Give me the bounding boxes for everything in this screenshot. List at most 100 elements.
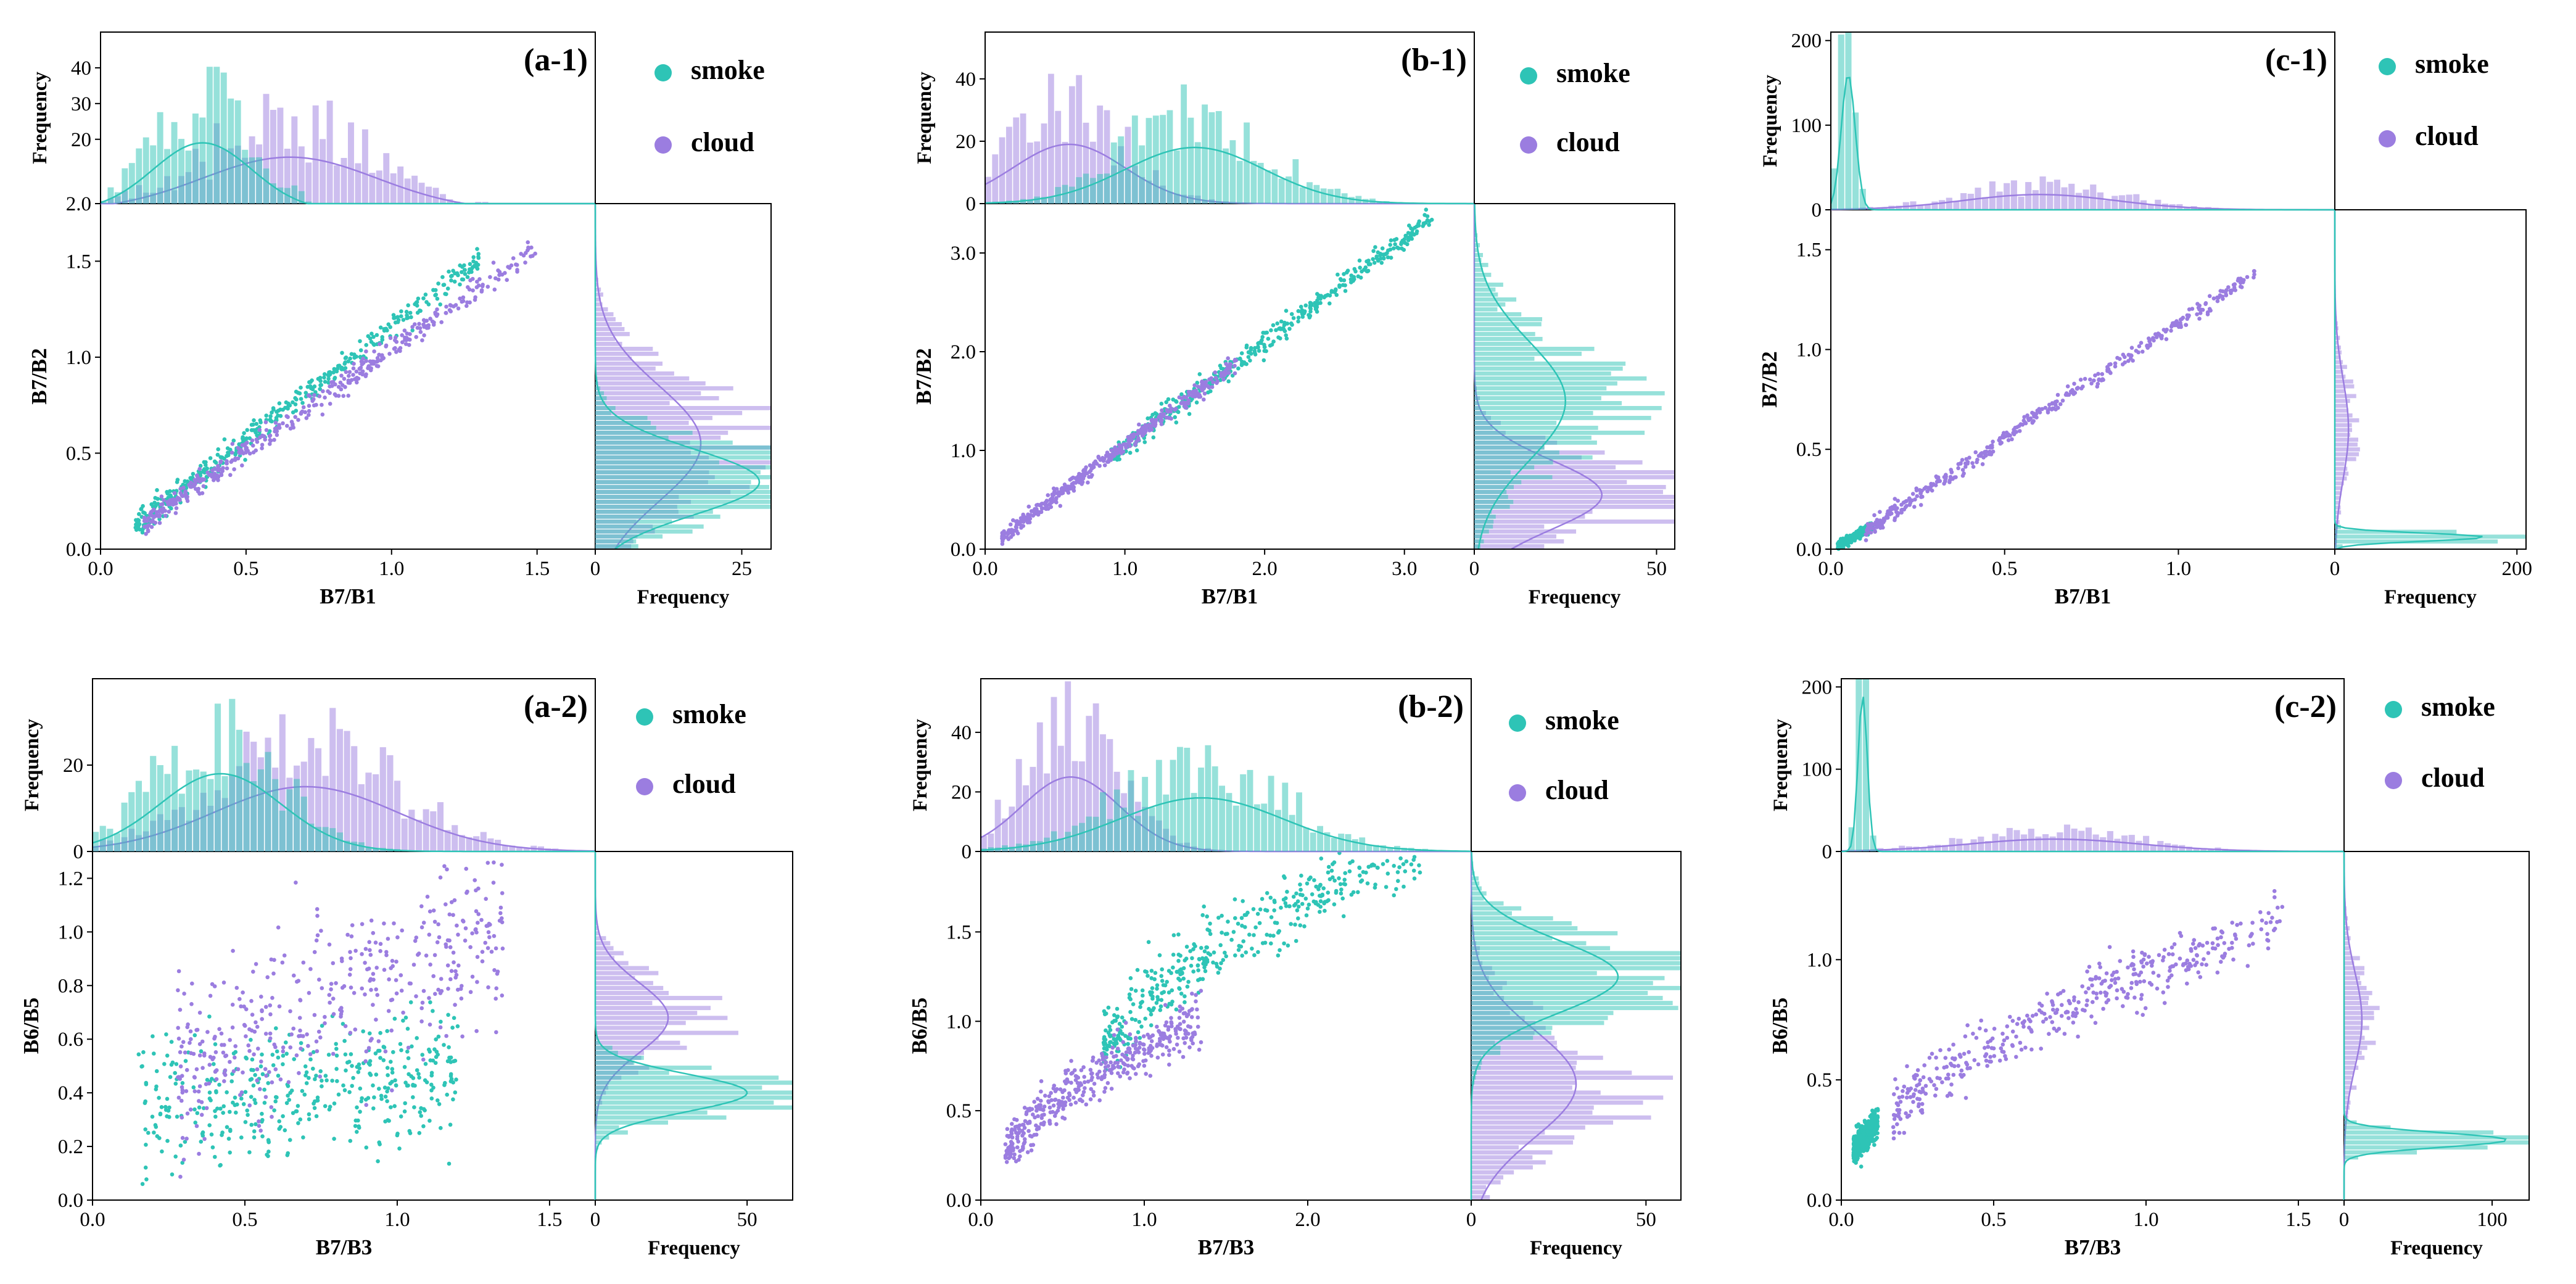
smoke-point [450,1025,455,1030]
cloud-point [1000,531,1005,536]
cloud-top-bar [320,139,326,204]
smoke-point [423,1062,428,1066]
cloud-point [1041,1108,1046,1112]
smoke-top-bar [1187,117,1194,204]
cloud-point [432,919,437,924]
smoke-point [153,495,157,500]
smoke-point [1275,321,1279,326]
cloud-top-bar [2047,181,2054,210]
cloud-point [1990,445,1994,450]
smoke-point [1131,1002,1136,1006]
cloud-point [1183,404,1187,408]
cloud-top-bar [390,173,397,204]
cloud-point [1141,1034,1146,1038]
smoke-point [1226,379,1231,384]
cloud-point [1026,1129,1031,1133]
scatter-points [133,240,537,536]
cloud-point [192,1089,197,1093]
cloud-right-bar [595,1001,653,1006]
cloud-right-bar [2335,404,2348,408]
smoke-point [270,419,274,424]
smoke-point [1149,992,1153,997]
cloud-point [1052,1083,1057,1088]
cloud-legend-marker [1520,136,1537,154]
cloud-point [371,977,376,982]
smoke-point [1160,967,1164,972]
smoke-point [311,1066,315,1071]
smoke-point [175,478,180,482]
smoke-point [1112,1013,1117,1017]
cloud-point [202,1051,207,1056]
cloud-point [386,937,390,941]
smoke-right-bar [1474,465,1535,470]
smoke-top-bar [1271,169,1278,204]
smoke-point [1177,986,1181,990]
smoke-top-bar [249,157,255,204]
cloud-right-bar [595,357,632,361]
cloud-point [384,344,388,349]
cloud-point [1163,1023,1168,1028]
smoke-point [157,1136,162,1140]
cloud-point [435,940,440,945]
cloud-point [188,1108,193,1112]
smoke-legend-label: smoke [2415,49,2489,79]
cloud-point [371,930,376,935]
cloud-top-bar [351,746,358,851]
top-y-tick-label: 20 [63,755,83,777]
smoke-point [284,1051,289,1056]
cloud-point [447,938,452,943]
smoke-point [1329,289,1334,293]
smoke-point [437,1102,442,1106]
cloud-point [1051,486,1056,491]
cloud-point [422,333,426,338]
smoke-point [1298,882,1302,887]
cloud-point [1128,435,1133,440]
cloud-point [312,393,316,397]
cloud-point [492,860,496,865]
cloud-point [354,369,359,374]
smoke-point [254,421,259,426]
smoke-top-bar [1292,159,1299,204]
cloud-point [436,922,440,927]
main-plot-frame [1830,209,2335,550]
smoke-point [1339,891,1344,896]
cloud-point [1956,466,1960,471]
smoke-point [1264,349,1268,354]
x-tick-label: 1.0 [384,1209,410,1231]
cloud-point [530,254,535,259]
smoke-point [397,1146,402,1151]
cloud-point [370,359,375,364]
cloud-point [237,996,242,1001]
cloud-point [331,996,336,1001]
cloud-point [444,310,448,315]
smoke-point [249,1077,254,1082]
smoke-point [1216,916,1221,920]
cloud-point [281,1045,286,1050]
cloud-point [1155,1042,1160,1046]
cloud-point [314,402,318,407]
cloud-point [470,974,475,979]
smoke-point [1319,894,1323,898]
cloud-point [260,1008,264,1013]
cloud-top-bar [2140,200,2147,210]
smoke-right-bar [1474,396,1601,400]
cloud-point [1097,1058,1101,1062]
smoke-point [303,1073,308,1078]
cloud-point [247,1049,252,1053]
cloud-point [436,987,440,992]
smoke-point [253,1073,257,1077]
smoke-right-bar [1474,485,1514,489]
cloud-top-bar [341,157,347,204]
panel-label: (a-1) [524,43,588,78]
smoke-point [391,1050,395,1054]
cloud-right-bar [2335,505,2341,510]
cloud-point [230,442,235,446]
smoke-top-bar [1299,187,1306,204]
top-y-tick-label: 0 [1812,199,1822,222]
x-axis-label: B7/B3 [316,1235,372,1259]
cloud-right-bar [1474,510,1593,514]
cloud-point [1132,1066,1136,1071]
cloud-right-bar [2335,423,2352,428]
cloud-point [1880,523,1885,528]
cloud-point [1938,479,1942,483]
